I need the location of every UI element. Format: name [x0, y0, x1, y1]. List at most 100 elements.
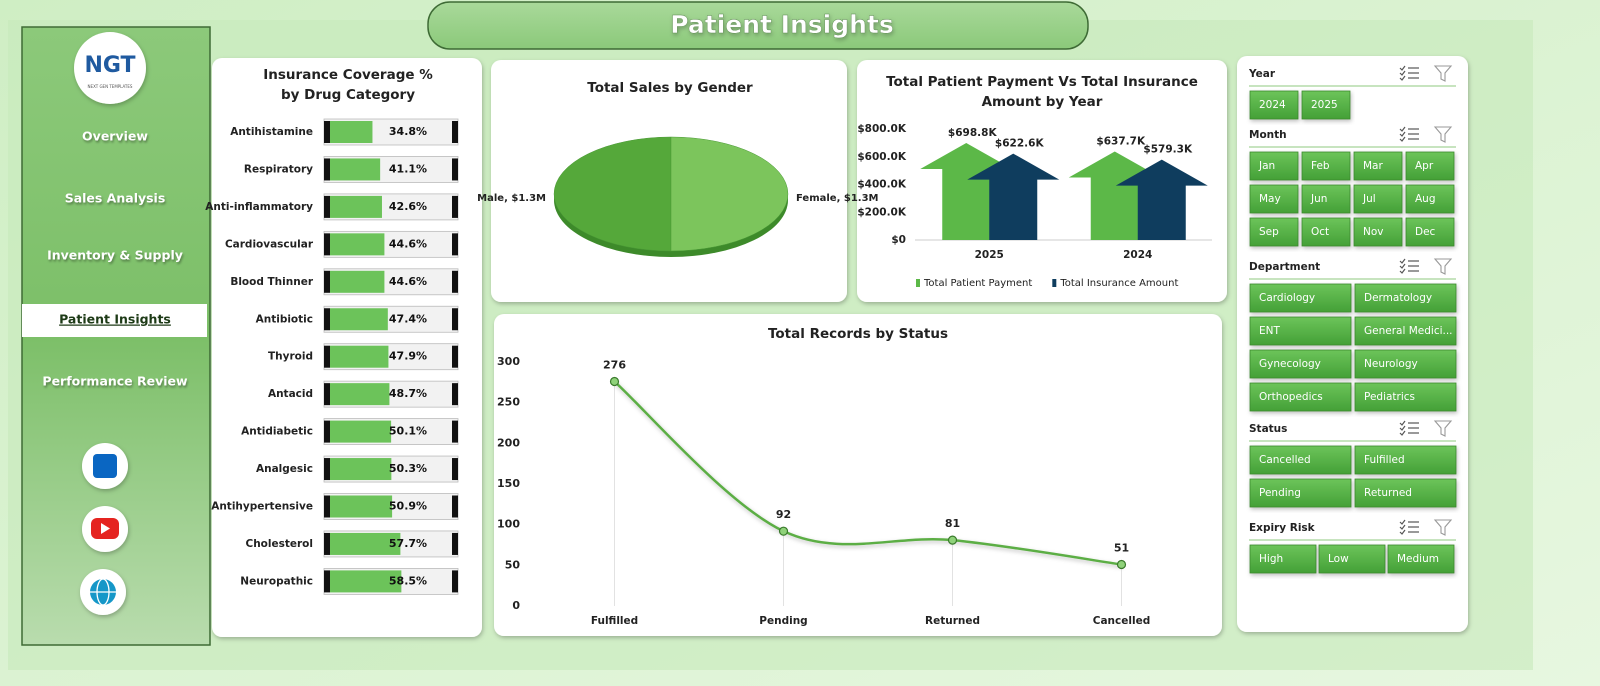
bar-cap: [452, 495, 458, 518]
slicer-button[interactable]: [1249, 151, 1299, 181]
slicer-button[interactable]: [1249, 445, 1352, 475]
y-tick-label: Blood Thinner: [230, 276, 314, 288]
nav-item[interactable]: Overview: [82, 129, 148, 144]
arrow-bar: [1115, 159, 1208, 240]
slicer-button[interactable]: [1353, 217, 1403, 247]
slicer-button-label: Feb: [1311, 160, 1330, 172]
bar: [330, 233, 385, 256]
x-tick-label: Cancelled: [1093, 615, 1150, 627]
slicer-button-label: Aug: [1415, 193, 1436, 205]
bar: [330, 383, 390, 406]
bar-cap: [452, 233, 458, 256]
clear-filter-icon[interactable]: [1433, 519, 1453, 536]
x-tick-label: 2025: [975, 249, 1004, 261]
slicer-button-label: Neurology: [1364, 358, 1418, 370]
bar-cap: [452, 345, 458, 368]
clear-filter-icon[interactable]: [1433, 65, 1453, 82]
slicer-button[interactable]: [1354, 316, 1457, 346]
nav-item[interactable]: Inventory & Supply: [47, 248, 183, 263]
nav-item[interactable]: Sales Analysis: [65, 191, 166, 206]
bar: [330, 158, 381, 181]
slicer-button[interactable]: [1301, 184, 1351, 214]
data-label: 47.9%: [389, 350, 427, 363]
multiselect-icon: [1399, 263, 1406, 269]
slicer-title: Month: [1249, 129, 1287, 141]
chart-title: Total Patient Payment Vs Total Insurance…: [886, 74, 1198, 110]
slicer-button[interactable]: [1249, 90, 1299, 120]
data-label: 44.6%: [389, 275, 427, 288]
data-label: 58.5%: [389, 574, 427, 587]
multiselect-icon: [1399, 268, 1406, 274]
slicer-button[interactable]: [1301, 90, 1351, 120]
y-tick-label: 0: [512, 599, 520, 612]
chart-title: Total Records by Status: [768, 326, 948, 342]
slicer-button[interactable]: [1405, 184, 1455, 214]
point: [1116, 559, 1127, 570]
clear-filter-icon[interactable]: [1433, 258, 1453, 275]
slicer-button[interactable]: [1249, 184, 1299, 214]
data-label: 50.3%: [389, 462, 427, 475]
slicer-button[interactable]: [1249, 349, 1352, 379]
data-label: 44.6%: [389, 237, 427, 250]
bar-cap: [452, 308, 458, 331]
slicer-button[interactable]: [1353, 184, 1403, 214]
legend-swatch: [916, 279, 920, 287]
slicer-button-label: Medium: [1397, 553, 1439, 565]
bar-cap: [324, 458, 330, 481]
clear-filter-icon[interactable]: [1433, 420, 1453, 437]
chart-title: Total Sales by Gender: [587, 80, 753, 96]
clear-filter-icon[interactable]: [1433, 126, 1453, 143]
multiselect-icon: [1399, 136, 1406, 142]
slicer-button[interactable]: [1249, 283, 1352, 313]
slicer-button-label: Nov: [1363, 226, 1384, 238]
multiselect-icon: [1399, 258, 1406, 264]
slicer-button[interactable]: [1249, 316, 1352, 346]
bar-cap: [324, 308, 330, 331]
slicer-button[interactable]: [1301, 151, 1351, 181]
panel: [857, 60, 1227, 302]
nav: Overview Sales Analysis Inventory & Supply…: [22, 129, 207, 389]
x-tick-label: Returned: [925, 615, 980, 627]
multiselect-icon: [1399, 524, 1406, 530]
y-tick-label: Antacid: [268, 388, 313, 400]
nav-item[interactable]: Performance Review: [42, 374, 188, 389]
slicer-button[interactable]: [1318, 544, 1386, 574]
slicer-button-label: General Medici...: [1364, 325, 1453, 337]
slicer-button-label: Cardiology: [1259, 292, 1315, 304]
y-tick-label: $800.0K: [857, 123, 907, 135]
nav-active-bg: [22, 304, 207, 337]
slicer-button-label: Oct: [1311, 226, 1329, 238]
multiselect-icon: [1399, 529, 1406, 535]
linkedin-icon: [93, 454, 117, 478]
slicer-button[interactable]: [1354, 445, 1457, 475]
slicer-button[interactable]: [1405, 217, 1455, 247]
multiselect-icon: [1399, 420, 1406, 426]
legend-swatch: [1052, 279, 1057, 287]
slicer-title: Year: [1248, 68, 1276, 80]
y-tick-label: Neuropathic: [240, 575, 313, 587]
slicer-button-label: Jul: [1362, 193, 1376, 205]
slicer-button[interactable]: [1353, 151, 1403, 181]
y-tick-label: 250: [497, 396, 520, 409]
multiselect-icon: [1399, 430, 1406, 436]
slicer-button[interactable]: [1387, 544, 1455, 574]
x-tick-label: 2024: [1123, 249, 1152, 261]
bar-cap: [452, 158, 458, 181]
slicer-button[interactable]: [1354, 349, 1457, 379]
slicer-button[interactable]: [1354, 283, 1457, 313]
bar: [330, 195, 382, 218]
slicer-button[interactable]: [1249, 544, 1317, 574]
slicer-button[interactable]: [1249, 478, 1352, 508]
slicer-button[interactable]: [1301, 217, 1351, 247]
slicer-button-label: Pediatrics: [1364, 391, 1415, 403]
nav-item[interactable]: Patient Insights: [59, 312, 171, 327]
slicer-button[interactable]: [1249, 217, 1299, 247]
slicer-button[interactable]: [1405, 151, 1455, 181]
slicer-button[interactable]: [1354, 382, 1457, 412]
y-tick-label: 100: [497, 518, 520, 531]
slicer-button[interactable]: [1249, 382, 1352, 412]
multiselect-icon: [1399, 519, 1406, 525]
slicer-button[interactable]: [1354, 478, 1457, 508]
point: [609, 376, 620, 387]
y-tick-label: $600.0K: [857, 151, 907, 163]
